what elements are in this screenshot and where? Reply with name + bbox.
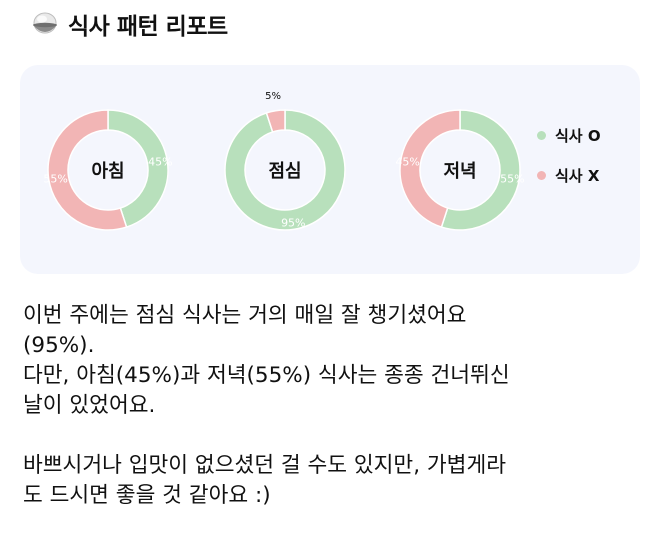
message-line: (95%). [23,333,95,358]
donut-center-label: 점심 [268,161,301,182]
slice-label: 45% [395,156,419,169]
donut-center-label: 저녁 [443,161,476,182]
donut-center-label: 아침 [91,161,124,182]
donut-charts: 45% 55% 아침 95% 5% 점심 55% 45% 저녁 [43,91,525,231]
message-line: 도 드시면 좋을 것 같아요 :) [23,483,271,508]
legend-item-skipped: 식사 X [537,155,601,195]
header: 식사 패턴 리포트 [30,4,228,44]
legend-label-ate: 식사 O [555,126,601,145]
donut-slice [47,109,128,231]
message-line: 바쁘시거나 입맛이 없으셨던 걸 수도 있지만, 가볍게라 [23,453,507,478]
donut-slice [440,109,521,231]
message-line: 다만, 아침(45%)과 저녁(55%) 식사는 종종 건너뛰신 [23,363,510,388]
legend-label-skipped: 식사 X [555,166,600,185]
legend-dot-ate [537,130,546,140]
message-gap [23,421,643,451]
page-title: 식사 패턴 리포트 [68,14,228,40]
legend-item-ate: 식사 O [537,115,601,155]
donut-slice [265,109,286,133]
slice-label: 5% [265,91,281,102]
rice-bowl-icon [33,12,57,34]
donut-slice [224,109,346,231]
meal-pattern-card: 45% 55% 아침 95% 5% 점심 55% 45% 저녁 식사 O 식사 X [20,65,640,274]
slice-label: 55% [500,172,524,185]
message-line: 이번 주에는 점심 식사는 거의 매일 잘 챙기셨어요 [23,303,467,328]
donut-slice [399,109,461,229]
slice-label: 55% [43,172,67,185]
slice-label: 95% [281,216,305,229]
message-line: 날이 있었어요. [23,393,156,418]
report-message: 이번 주에는 점심 식사는 거의 매일 잘 챙기셨어요 (95%). 다만, 아… [23,301,643,511]
donut-slice [107,109,169,229]
slice-label: 45% [148,156,172,169]
chart-legend: 식사 O 식사 X [537,115,601,195]
legend-dot-skipped [537,170,546,180]
